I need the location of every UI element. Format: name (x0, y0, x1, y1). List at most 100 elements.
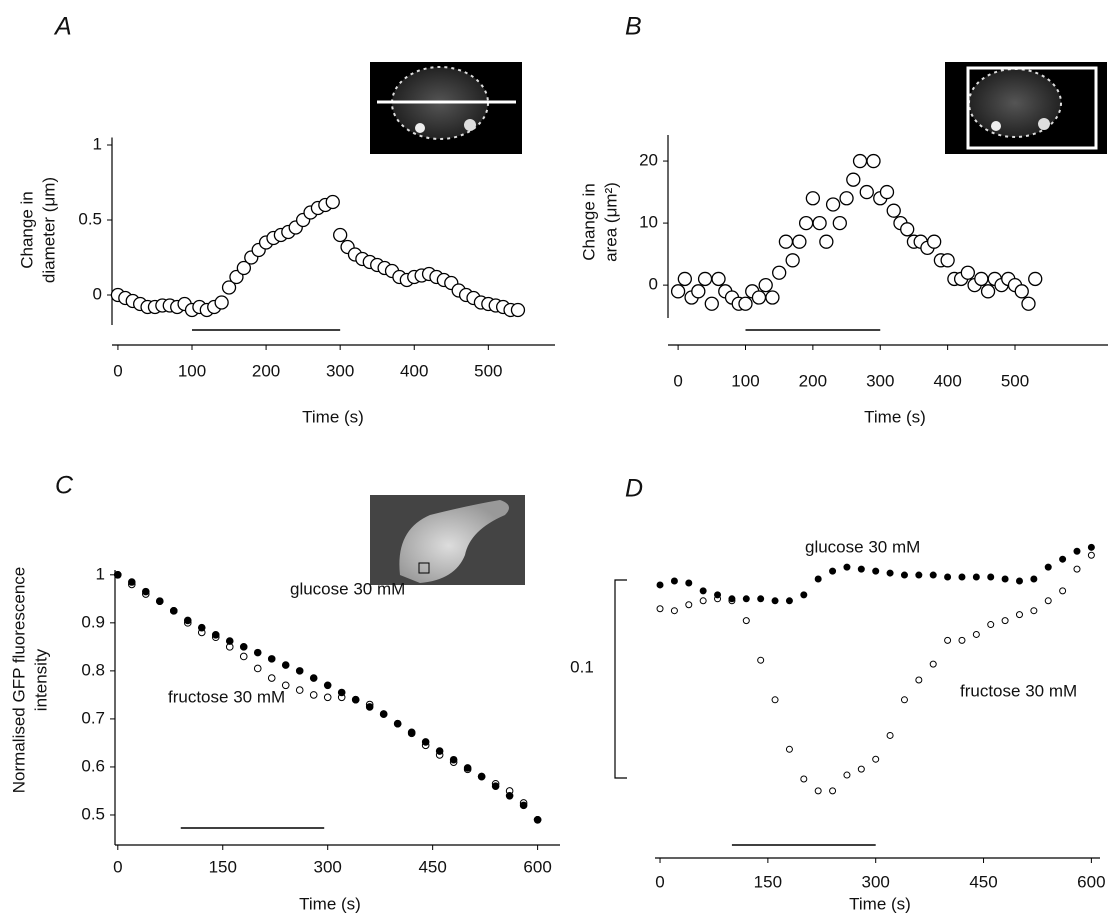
data-point (929, 660, 937, 668)
x-tick-label: 0 (113, 361, 122, 380)
data-point (463, 764, 472, 772)
y-tick-label: 0.8 (81, 660, 105, 679)
data-point (915, 571, 923, 579)
data-point (728, 595, 736, 603)
data-point (843, 563, 851, 571)
data-point (323, 693, 332, 702)
x-tick-label: 500 (474, 361, 502, 380)
x-tick-label: 200 (799, 371, 827, 390)
data-point (225, 637, 234, 645)
data-point (958, 636, 966, 644)
data-point (1073, 547, 1081, 555)
data-point (846, 172, 861, 187)
data-point (1030, 575, 1038, 583)
data-point (859, 184, 874, 200)
scale-bar (614, 579, 627, 779)
y-tick-label: 0.9 (81, 612, 105, 631)
x-tick-label: 150 (754, 872, 782, 891)
data-point (379, 710, 388, 718)
x-tick-label: 0 (113, 857, 122, 876)
data-point (141, 587, 150, 596)
data-point (691, 284, 706, 299)
data-point (866, 153, 881, 169)
data-point (1015, 611, 1023, 619)
x-tick-label: 300 (862, 872, 890, 891)
series-label: fructose 30 mM (960, 681, 1077, 700)
x-axis-label: Time (s) (864, 407, 926, 426)
data-point (772, 265, 787, 280)
data-point (267, 655, 276, 663)
data-point (1021, 296, 1036, 311)
data-point (829, 567, 837, 575)
data-point (852, 153, 868, 169)
data-point (510, 302, 526, 318)
inset-image-a (370, 62, 522, 154)
y-tick-label: 0 (649, 275, 658, 294)
inset-image-b (945, 62, 1107, 154)
data-point (829, 787, 837, 795)
data-point (843, 771, 851, 779)
data-point (309, 674, 318, 682)
data-point (814, 575, 822, 583)
data-point (800, 775, 808, 783)
data-point (900, 571, 908, 579)
y-tick-label: 10 (639, 213, 658, 232)
data-point (351, 695, 360, 704)
series-label: glucose 30 mM (805, 537, 920, 556)
data-point (670, 577, 678, 585)
x-axis-label: Time (s) (849, 894, 911, 913)
data-point (407, 728, 416, 737)
data-point (505, 791, 514, 800)
data-point (221, 280, 237, 295)
data-point (812, 215, 827, 231)
data-point (987, 621, 995, 629)
data-point (685, 579, 693, 587)
data-point (685, 601, 693, 609)
data-point (155, 597, 164, 606)
x-tick-label: 500 (1001, 371, 1029, 390)
data-point (656, 581, 664, 589)
data-point (1059, 587, 1067, 595)
panel-letter: B (625, 13, 642, 41)
data-point (1030, 607, 1038, 615)
data-point (987, 573, 995, 581)
data-point (169, 607, 178, 615)
data-point (1001, 617, 1009, 625)
x-axis-label: Time (s) (302, 407, 364, 426)
data-point (819, 234, 834, 249)
data-point (974, 271, 989, 287)
data-point (533, 815, 542, 824)
data-point (832, 215, 847, 231)
data-point (323, 681, 332, 690)
data-point (765, 290, 780, 305)
inset-image-c (370, 495, 525, 585)
data-point (211, 631, 220, 639)
y-axis-label: diameter (μm) (39, 177, 58, 283)
data-point (197, 623, 206, 632)
x-tick-label: 300 (866, 371, 894, 390)
data-point (1044, 563, 1052, 571)
data-point (814, 787, 822, 795)
y-tick-label: 1 (93, 134, 102, 153)
y-tick-label: 0.5 (78, 209, 102, 228)
data-point (886, 569, 894, 577)
y-tick-label: 0.5 (81, 804, 105, 823)
data-point (944, 636, 952, 644)
data-point (1073, 565, 1081, 573)
x-axis-label: Time (s) (299, 894, 361, 913)
x-tick-label: 600 (1077, 872, 1105, 891)
data-point (785, 745, 793, 753)
y-axis-label: Change in (579, 183, 598, 261)
data-point (792, 234, 807, 249)
data-point (253, 664, 262, 673)
data-point (677, 271, 692, 287)
series-label: fructose 30 mM (168, 687, 285, 706)
data-point (183, 616, 192, 625)
data-point (1087, 543, 1095, 551)
data-point (886, 731, 894, 739)
x-tick-label: 0 (673, 371, 682, 390)
x-tick-label: 150 (209, 857, 237, 876)
y-axis-label: Change in (17, 191, 36, 269)
x-tick-label: 100 (731, 371, 759, 390)
